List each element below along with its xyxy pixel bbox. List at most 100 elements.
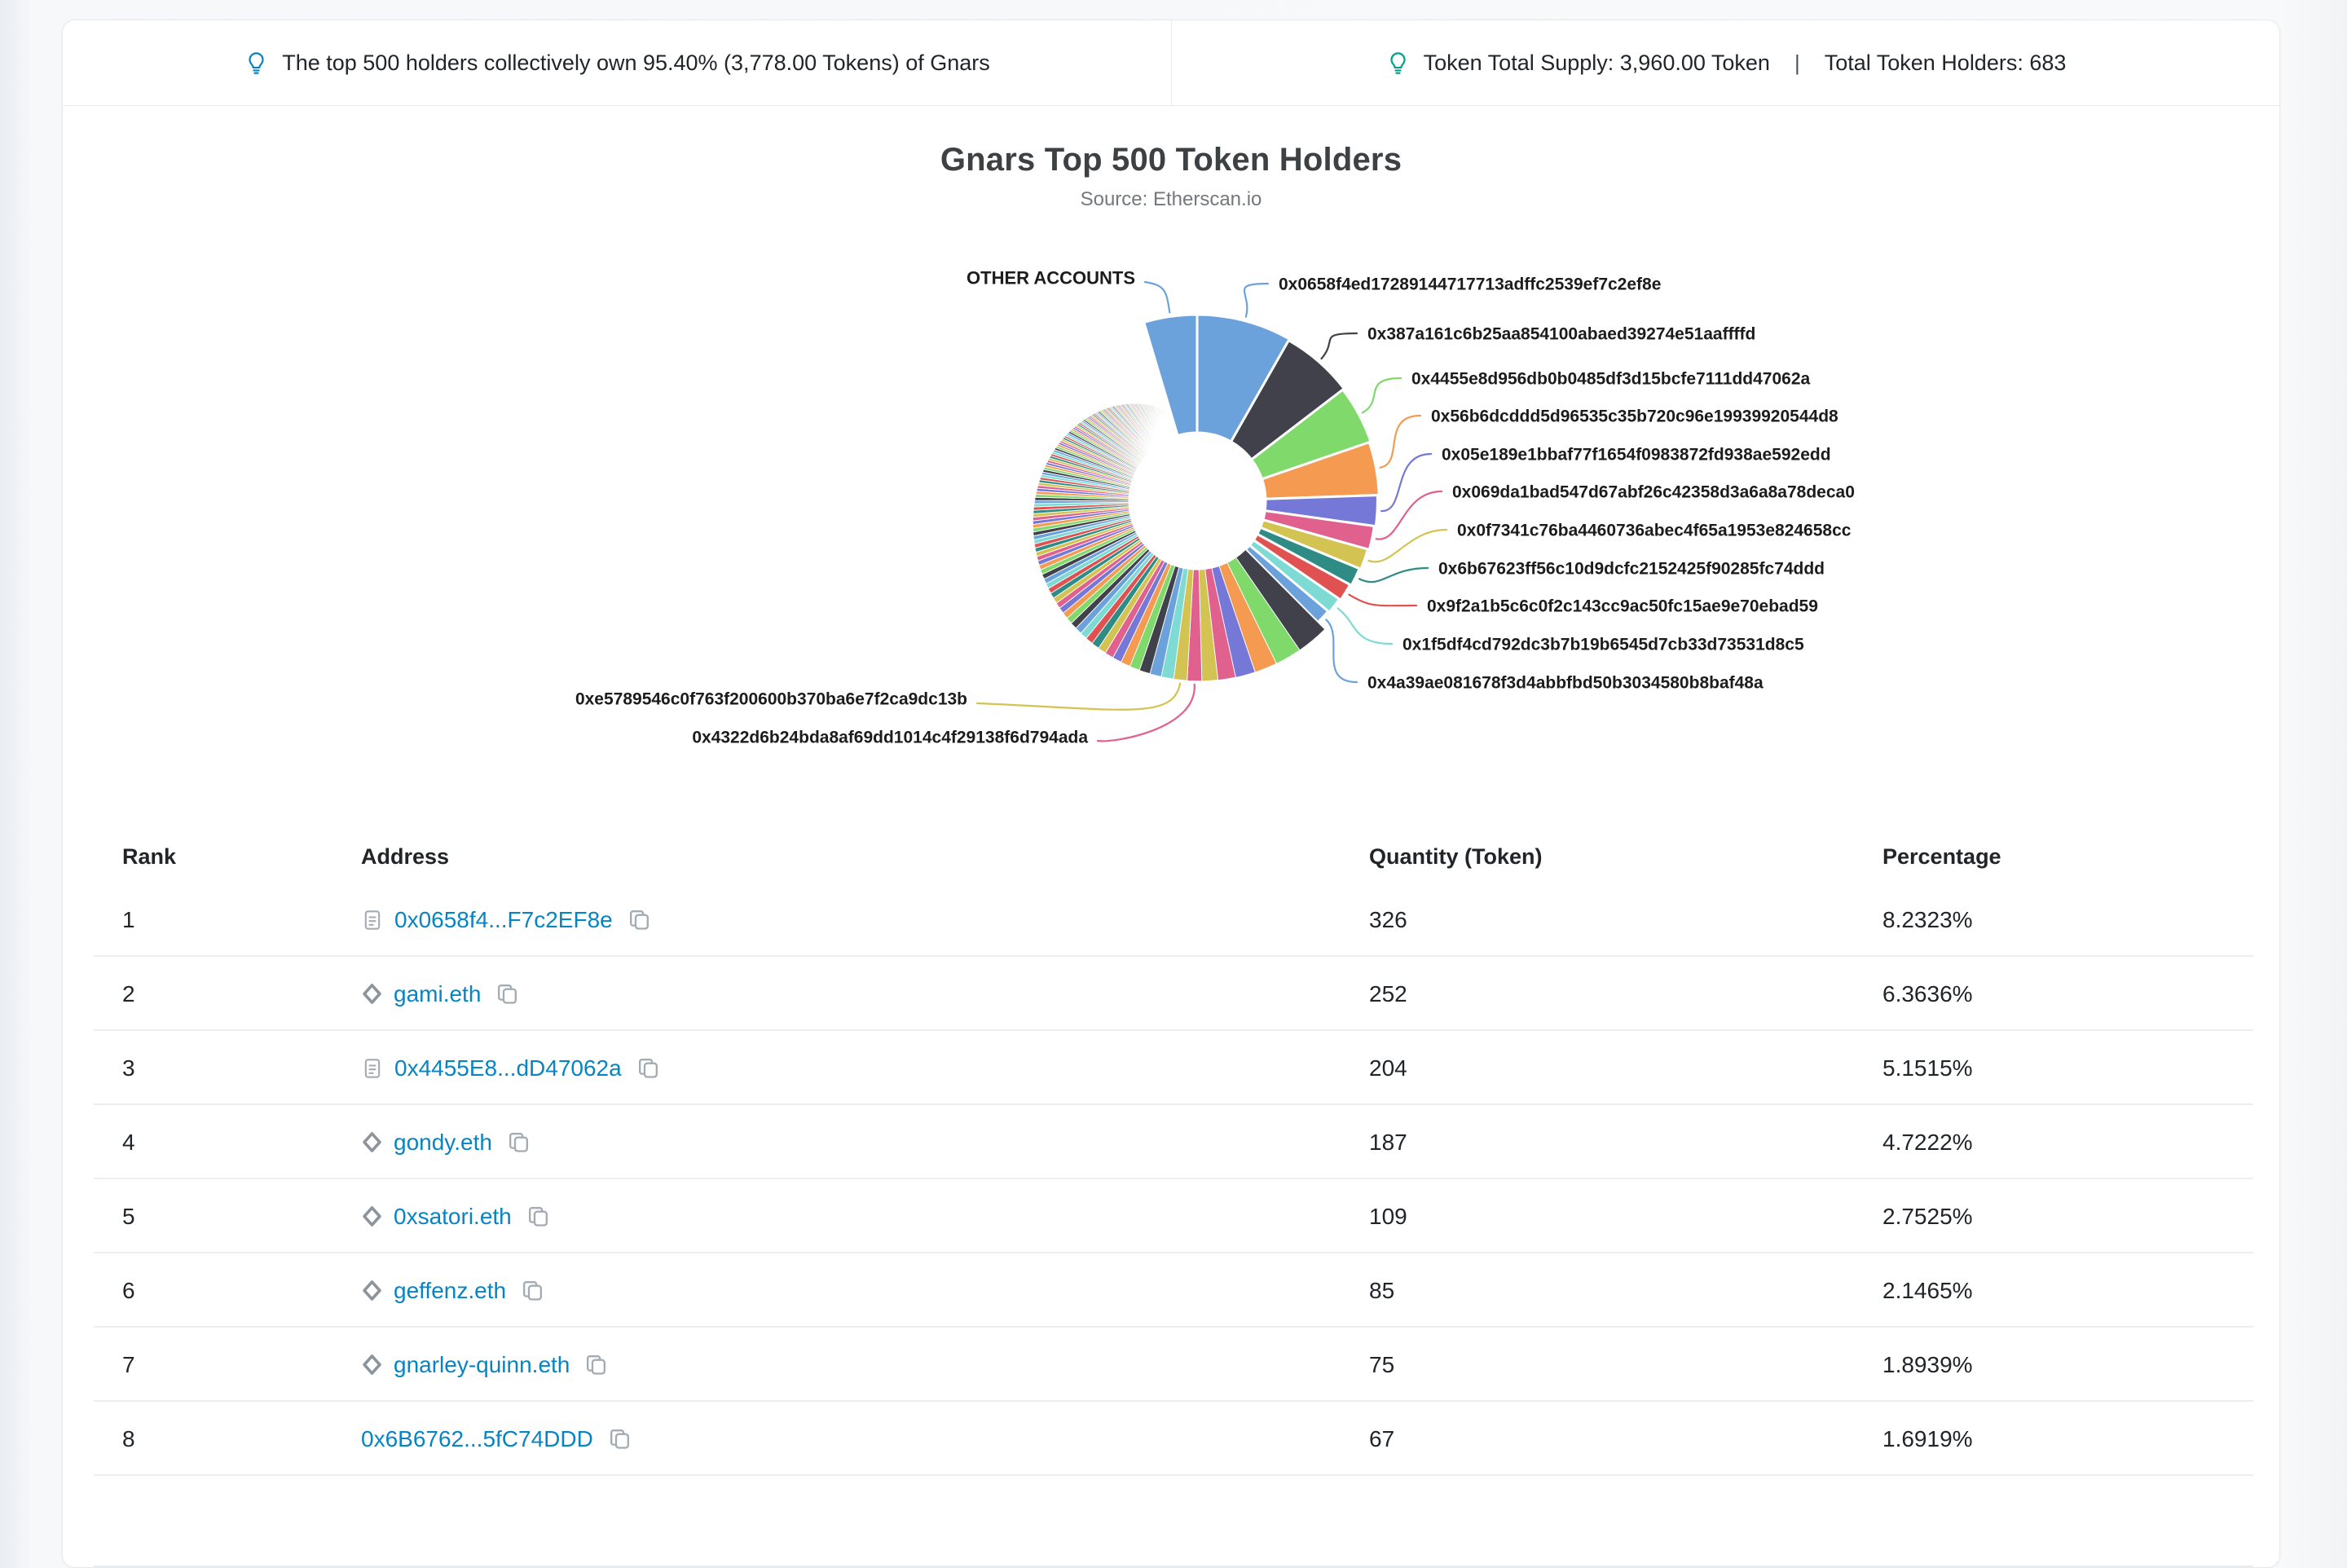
table-row: 4 gondy.eth 187 4.7222% <box>63 1105 2279 1179</box>
quantity-cell: 109 <box>1369 1203 1407 1229</box>
percentage-cell: 1.6919% <box>1882 1425 1973 1451</box>
copy-icon[interactable] <box>506 1130 531 1155</box>
table-row: 1 0x0658f4...F7c2EF8e 326 8.2323% <box>63 883 2279 957</box>
rank-cell: 1 <box>122 906 135 932</box>
chart-callout-label: 0x1f5df4cd792dc3b7b19b6545d7cb33d73531d8… <box>1402 636 1804 654</box>
leader-line <box>1348 593 1418 607</box>
chart-callout-label: 0x0658f4ed17289144717713adffc2539ef7c2ef… <box>1279 275 1661 294</box>
table-header-row: Rank Address Quantity (Token) Percentage <box>63 831 2279 883</box>
rank-cell: 3 <box>122 1055 135 1081</box>
address-link[interactable]: 0x0658f4...F7c2EF8e <box>394 906 613 932</box>
contract-icon <box>361 909 384 932</box>
ens-icon <box>361 1354 383 1376</box>
ens-icon <box>361 983 383 1005</box>
percentage-cell: 4.7222% <box>1882 1129 1973 1155</box>
copy-icon[interactable] <box>495 981 520 1006</box>
quantity-cell: 204 <box>1369 1055 1407 1081</box>
leader-line <box>1096 683 1196 742</box>
quantity-cell: 75 <box>1369 1351 1395 1377</box>
chart-callout-label: 0xe5789546c0f763f200600b370ba6e7f2ca9dc1… <box>575 690 967 709</box>
leader-line <box>975 682 1182 711</box>
leader-line <box>1380 452 1433 513</box>
leader-line <box>1325 619 1358 684</box>
copy-icon[interactable] <box>520 1278 545 1303</box>
ens-icon <box>361 1280 383 1302</box>
leader-line <box>1361 377 1402 414</box>
copy-icon[interactable] <box>526 1204 551 1229</box>
leader-line <box>1336 607 1394 645</box>
rank-cell: 8 <box>122 1425 135 1451</box>
address-link[interactable]: gnarley-quinn.eth <box>394 1351 570 1377</box>
header-percentage: Percentage <box>1882 844 2001 869</box>
ens-icon <box>361 1205 383 1227</box>
pie-slice[interactable] <box>1142 313 1199 438</box>
rank-cell: 7 <box>122 1351 135 1377</box>
address-cell: geffenz.eth <box>361 1278 1369 1304</box>
chart-callout-label: 0x0f7341c76ba4460736abec4f65a1953e824658… <box>1457 522 1852 540</box>
percentage-cell: 8.2323% <box>1882 906 1973 932</box>
rank-cell: 5 <box>122 1203 135 1229</box>
banner-divider: | <box>1794 50 1800 75</box>
quantity-cell: 252 <box>1369 980 1407 1006</box>
address-cell: 0x0658f4...F7c2EF8e <box>361 907 1369 933</box>
copy-icon[interactable] <box>583 1352 609 1377</box>
pie-slice[interactable] <box>1196 313 1292 444</box>
address-link[interactable]: 0x6B6762...5fC74DDD <box>361 1425 593 1451</box>
pie-slice[interactable] <box>1249 387 1372 481</box>
top-holders-summary: The top 500 holders collectively own 95.… <box>282 50 990 75</box>
quantity-cell: 187 <box>1369 1129 1407 1155</box>
leader-line <box>1320 332 1358 360</box>
percentage-cell: 2.1465% <box>1882 1277 1973 1303</box>
table-row: 6 geffenz.eth 85 2.1465% <box>63 1253 2279 1328</box>
chart-title: Gnars Top 500 Token Holders <box>940 142 1402 178</box>
copy-icon[interactable] <box>627 907 652 932</box>
pie-slice[interactable] <box>1229 338 1346 462</box>
chart-callout-label: 0x069da1bad547d67abf26c42358d3a6a8a78dec… <box>1452 483 1855 502</box>
quantity-cell: 326 <box>1369 906 1407 932</box>
chart-callout-label: 0x4322d6b24bda8af69dd1014c4f29138f6d794a… <box>692 729 1088 747</box>
lightbulb-icon <box>244 51 269 76</box>
holders-table: Rank Address Quantity (Token) Percentage… <box>63 831 2279 1476</box>
percentage-cell: 5.1515% <box>1882 1055 1973 1081</box>
leader-line <box>1143 280 1171 314</box>
token-holders-card: The top 500 holders collectively own 95.… <box>62 20 2280 1568</box>
address-link[interactable]: gami.eth <box>394 980 482 1006</box>
header-address: Address <box>361 844 450 869</box>
address-cell: gami.eth <box>361 981 1369 1007</box>
address-link[interactable]: geffenz.eth <box>394 1277 507 1303</box>
copy-icon[interactable] <box>636 1055 661 1081</box>
pie-slice[interactable] <box>1260 440 1380 500</box>
chart-section: Gnars Top 500 Token Holders Source: Ethe… <box>63 106 2279 831</box>
percentage-cell: 2.7525% <box>1882 1203 1973 1229</box>
chart-callout-label: OTHER ACCOUNTS <box>967 268 1135 288</box>
holders-pie-chart[interactable]: 0x0658f4ed17289144717713adffc2539ef7c2ef… <box>63 106 2280 831</box>
leader-line <box>1379 414 1422 469</box>
leader-line <box>1358 566 1429 584</box>
chart-callout-label: 0x6b67623ff56c10d9dcfc2152425f90285fc74d… <box>1438 560 1825 579</box>
header-quantity: Quantity (Token) <box>1369 844 1543 869</box>
address-link[interactable]: gondy.eth <box>394 1129 492 1155</box>
address-cell: 0xsatori.eth <box>361 1204 1369 1230</box>
table-row: 8 0x6B6762...5fC74DDD 67 1.6919% <box>63 1402 2279 1476</box>
total-supply-label: Token Total Supply: 3,960.00 Token <box>1423 50 1770 75</box>
chart-callout-label: 0x4a39ae081678f3d4abbfbd50b3034580b8baf4… <box>1367 674 1764 693</box>
address-link[interactable]: 0x4455E8...dD47062a <box>394 1055 622 1081</box>
chart-callout-label: 0x05e189e1bbaf77f1654f0983872fd938ae592e… <box>1442 446 1831 465</box>
chart-callout-label: 0x4455e8d956db0b0485df3d15bcfe7111dd4706… <box>1411 370 1810 389</box>
percentage-cell: 6.3636% <box>1882 980 1973 1006</box>
table-row: 5 0xsatori.eth 109 2.7525% <box>63 1179 2279 1253</box>
table-row: 3 0x4455E8...dD47062a 204 5.1515% <box>63 1031 2279 1105</box>
lightbulb-icon <box>1385 51 1411 76</box>
contract-icon <box>361 1057 384 1080</box>
copy-icon[interactable] <box>607 1426 632 1451</box>
address-cell: 0x6B6762...5fC74DDD <box>361 1426 1369 1452</box>
percentage-cell: 1.8939% <box>1882 1351 1973 1377</box>
quantity-cell: 67 <box>1369 1425 1395 1451</box>
rank-cell: 4 <box>122 1129 135 1155</box>
address-link[interactable]: 0xsatori.eth <box>394 1203 512 1229</box>
table-row: 2 gami.eth 252 6.3636% <box>63 957 2279 1031</box>
chart-callout-label: 0x387a161c6b25aa854100abaed39274e51aafff… <box>1367 325 1755 344</box>
address-cell: gondy.eth <box>361 1130 1369 1156</box>
chart-callout-label: 0x9f2a1b5c6c0f2c143cc9ac50fc15ae9e70ebad… <box>1427 597 1818 616</box>
table-row: 7 gnarley-quinn.eth 75 1.8939% <box>63 1328 2279 1402</box>
